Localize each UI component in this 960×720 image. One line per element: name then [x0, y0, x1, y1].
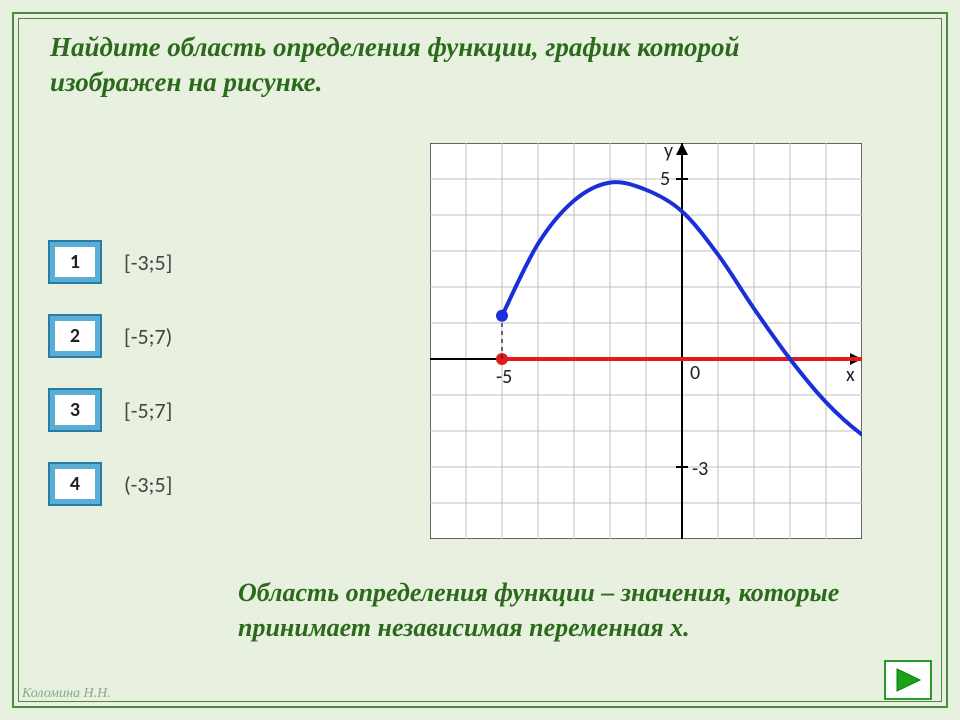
svg-text:x: x	[846, 363, 855, 387]
svg-text:-5: -5	[496, 365, 512, 389]
explanation-text: Область определения функции – значения, …	[238, 575, 908, 645]
answer-label: [-5;7)	[124, 323, 172, 350]
author-credit: Коломина Н.Н.	[22, 686, 111, 702]
answer-list: 1 [-3;5] 2 [-5;7) 3 [-5;7] 4 (-3;5]	[48, 240, 172, 536]
question-title: Найдите область определения функции, гра…	[50, 30, 790, 100]
answer-button-3[interactable]: 3	[48, 388, 102, 432]
graph-svg: yx0-575-3	[430, 143, 862, 539]
answer-label: [-3;5]	[124, 249, 172, 276]
svg-text:5: 5	[660, 167, 670, 191]
answer-button-2[interactable]: 2	[48, 314, 102, 358]
answer-label: (-3;5]	[124, 471, 172, 498]
triangle-right-icon	[893, 667, 923, 693]
svg-text:0: 0	[690, 361, 700, 385]
svg-text:y: y	[664, 143, 673, 163]
answer-row: 3 [-5;7]	[48, 388, 172, 432]
answer-label: [-5;7]	[124, 397, 172, 424]
answer-number: 3	[55, 395, 95, 425]
answer-number: 2	[55, 321, 95, 351]
answer-row: 1 [-3;5]	[48, 240, 172, 284]
answer-row: 2 [-5;7)	[48, 314, 172, 358]
function-graph: yx0-575-3	[430, 143, 862, 539]
answer-row: 4 (-3;5]	[48, 462, 172, 506]
answer-button-1[interactable]: 1	[48, 240, 102, 284]
answer-number: 1	[55, 247, 95, 277]
next-button[interactable]	[884, 660, 932, 700]
svg-text:-3: -3	[692, 457, 708, 481]
answer-button-4[interactable]: 4	[48, 462, 102, 506]
answer-number: 4	[55, 469, 95, 499]
